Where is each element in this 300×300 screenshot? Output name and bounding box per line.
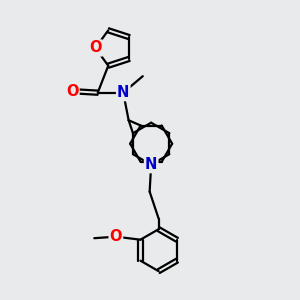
Text: O: O [66, 84, 79, 99]
Text: O: O [89, 40, 102, 56]
Text: N: N [145, 157, 157, 172]
Text: O: O [110, 229, 122, 244]
Text: N: N [117, 85, 129, 100]
